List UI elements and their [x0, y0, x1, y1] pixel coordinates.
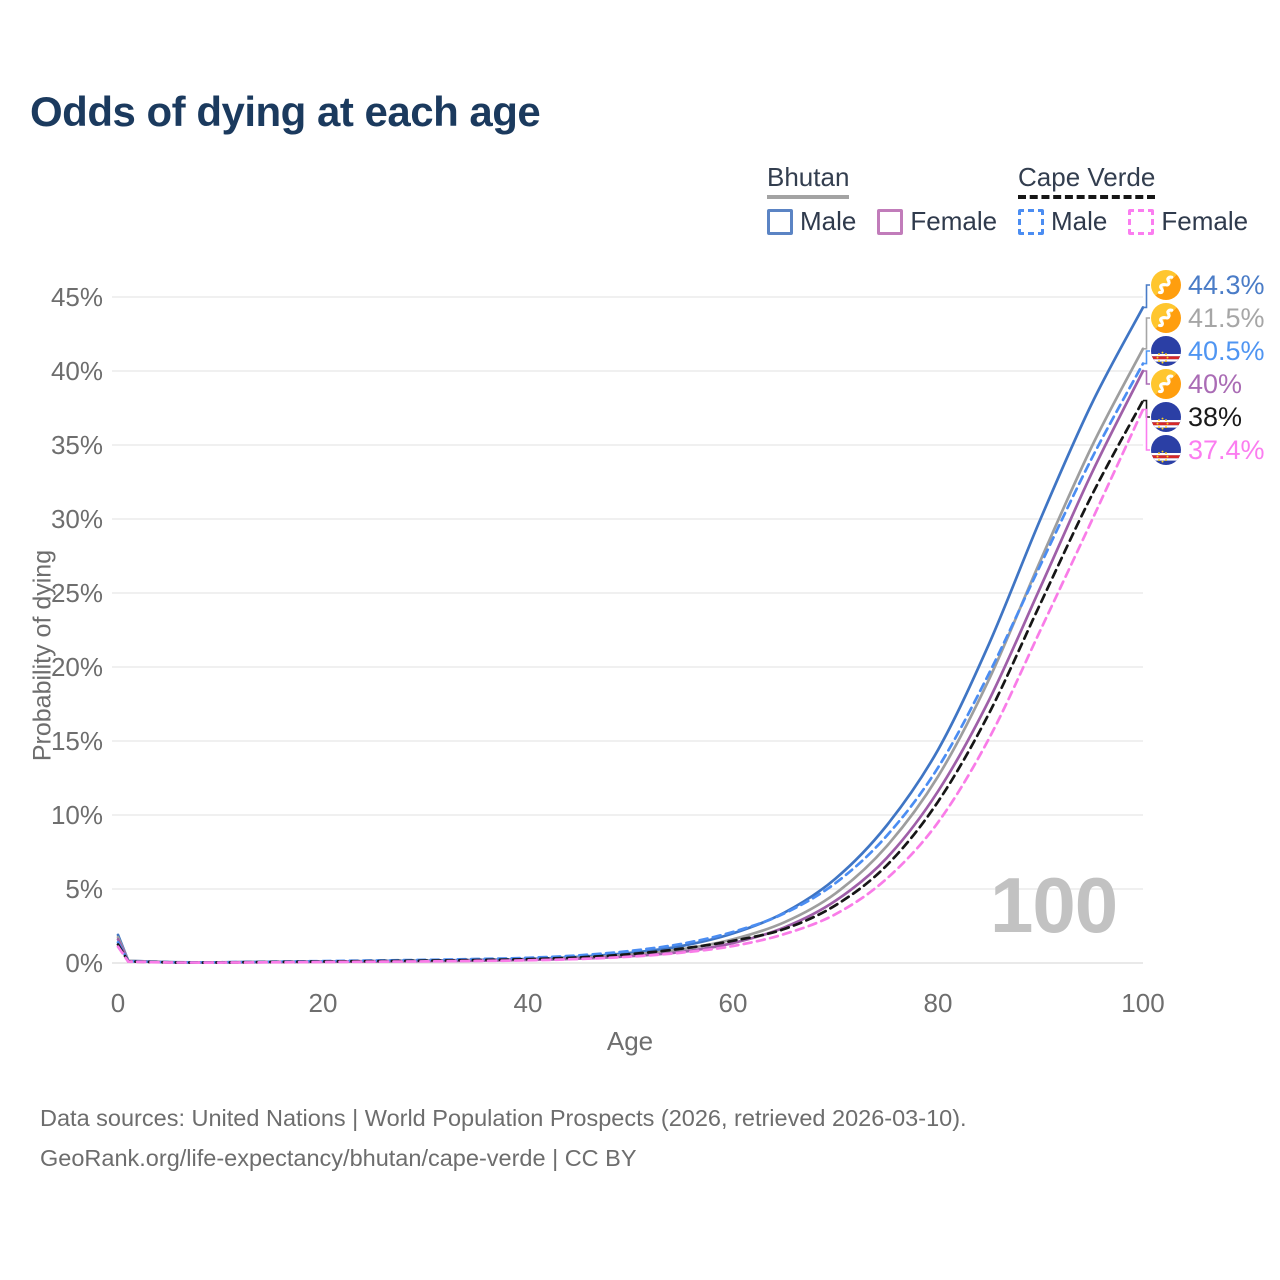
age-watermark: 100 [990, 861, 1118, 949]
end-label: 41.5% [1151, 303, 1265, 333]
page-title: Odds of dying at each age [30, 88, 541, 135]
y-tick-label: 0% [65, 948, 103, 978]
end-label: 44.3% [1151, 270, 1265, 300]
end-label: 40% [1151, 369, 1242, 399]
y-tick-label: 35% [50, 430, 103, 460]
y-tick-label: 40% [50, 356, 103, 386]
x-tick-label: 80 [923, 988, 953, 1018]
cape-verde-flag-icon [1151, 402, 1181, 432]
end-label-value: 40% [1188, 369, 1243, 399]
x-axis-title: Age [606, 1026, 654, 1056]
leader-line [1143, 284, 1150, 309]
x-tick-label: 60 [718, 988, 748, 1018]
bhutan-flag-icon [1151, 303, 1181, 333]
y-tick-label: 5% [65, 874, 103, 904]
y-tick-label: 20% [50, 652, 103, 682]
end-label-value: 40.5% [1188, 336, 1265, 366]
leader-line [1143, 370, 1150, 385]
end-label: 40.5% [1151, 336, 1265, 366]
leader-line [1143, 317, 1150, 350]
end-label: 37.4% [1151, 435, 1265, 465]
legend-item-label: Female [910, 206, 998, 236]
legend-item-cape-verde-female[interactable]: Female [1128, 206, 1248, 237]
bhutan-male-swatch-icon [767, 208, 793, 235]
end-label-value: 38% [1188, 402, 1243, 432]
y-axis-title: Probability of dying [28, 549, 57, 762]
x-tick-label: 40 [513, 988, 543, 1018]
footer-source-line: Data sources: United Nations | World Pop… [40, 1105, 967, 1131]
bhutan-female-swatch-icon [877, 208, 904, 235]
cape-verde-flag-icon [1151, 435, 1181, 465]
legend-item-label: Male [1051, 206, 1108, 236]
legend-country-cape-verde[interactable]: Cape Verde [1018, 162, 1156, 199]
y-tick-label: 25% [50, 578, 103, 608]
leader-line [1143, 408, 1150, 451]
cape-verde-female-swatch-icon [1128, 208, 1155, 235]
legend-item-cape-verde-male[interactable]: Male [1018, 206, 1107, 237]
end-label: 38% [1151, 402, 1242, 432]
leader-line [1143, 399, 1150, 418]
x-tick-label: 0 [110, 988, 126, 1018]
footer-url-line: GeoRank.org/life-expectancy/bhutan/cape-… [40, 1145, 637, 1171]
footer: Data sources: United Nations | World Pop… [40, 1098, 967, 1178]
y-tick-label: 30% [50, 504, 103, 534]
legend-country-bhutan[interactable]: Bhutan [767, 162, 850, 199]
cape-verde-male-swatch-icon [1018, 208, 1044, 235]
x-tick-label: 100 [1121, 988, 1165, 1018]
legend-group-bhutan: Bhutan Male Female [767, 162, 1018, 237]
legend-item-bhutan-female[interactable]: Female [877, 206, 997, 237]
x-tick-label: 20 [308, 988, 338, 1018]
legend-group-cape-verde: Cape Verde Male Female [1018, 162, 1269, 237]
legend-item-bhutan-male[interactable]: Male [767, 206, 856, 237]
end-label-value: 44.3% [1188, 270, 1265, 300]
end-label-value: 41.5% [1188, 303, 1265, 333]
y-tick-label: 45% [50, 282, 103, 312]
legend-item-label: Female [1161, 206, 1249, 236]
y-tick-label: 10% [50, 800, 103, 830]
end-label-value: 37.4% [1188, 435, 1265, 465]
bhutan-flag-icon [1151, 270, 1181, 300]
legend-item-label: Male [800, 206, 857, 236]
leader-line [1143, 350, 1150, 365]
y-tick-label: 15% [50, 726, 103, 756]
cape-verde-flag-icon [1151, 336, 1181, 366]
bhutan-flag-icon [1151, 369, 1181, 399]
